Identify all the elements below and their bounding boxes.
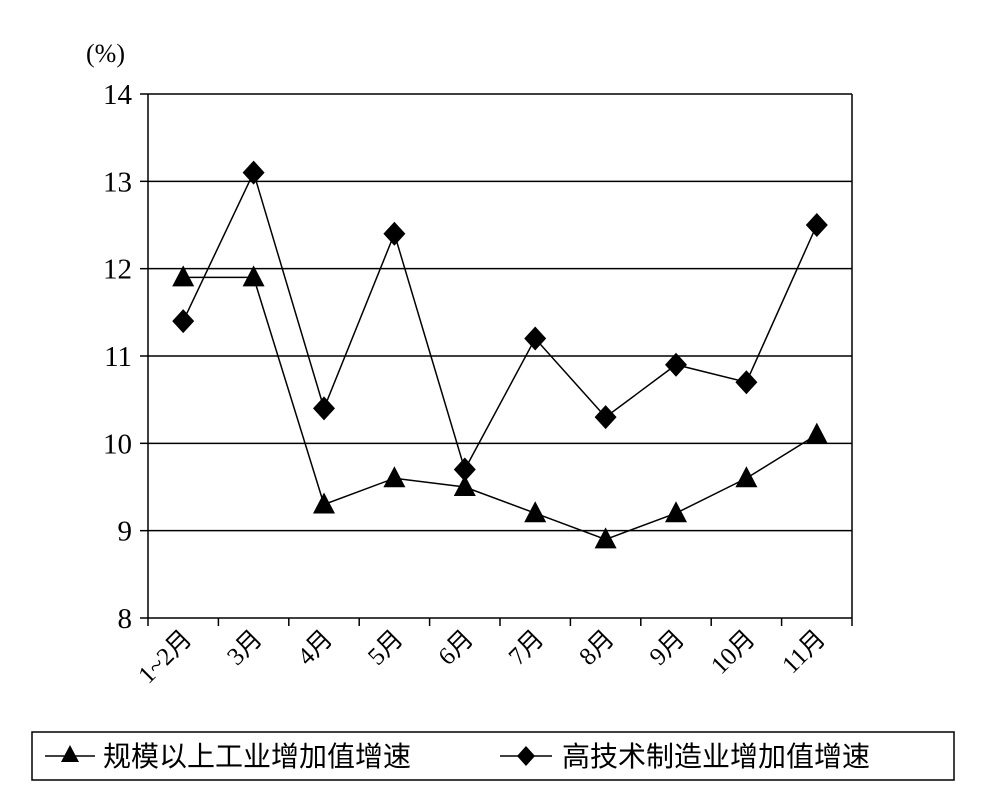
y-tick-label: 10 <box>103 428 132 460</box>
y-tick-label: 13 <box>103 166 132 198</box>
x-tick-label: 8月 <box>574 625 620 671</box>
x-tick-labels: 1~2月 3月 4月 5月 6月 7月 8月 9月 10月 11月 <box>133 625 831 689</box>
data-point-diamond <box>383 221 406 246</box>
data-point-triangle <box>665 501 687 523</box>
y-tick-label: 11 <box>104 341 132 373</box>
data-point-triangle <box>805 422 828 444</box>
series-line-diamond <box>182 170 818 472</box>
y-tick-label: 12 <box>103 254 132 286</box>
data-point-diamond <box>172 309 195 334</box>
legend-label-industrial: 规模以上工业增加值增速 <box>103 740 411 773</box>
x-tick-label: 9月 <box>645 625 691 671</box>
data-point-triangle <box>453 475 476 496</box>
data-point-triangle <box>594 527 617 549</box>
series <box>172 160 828 549</box>
legend-marker-diamond <box>517 746 535 766</box>
data-point-diamond <box>524 326 547 351</box>
y-tick-label: 8 <box>118 603 133 635</box>
data-point-triangle <box>172 265 195 287</box>
x-tick-label: 10月 <box>706 625 760 679</box>
data-point-diamond <box>665 352 687 377</box>
series-line-triangle <box>183 276 818 541</box>
data-point-diamond <box>594 405 617 430</box>
y-tick-labels: 8 9 10 11 12 13 14 <box>103 79 133 635</box>
legend: 规模以上工业增加值增速 高技术制造业增加值增速 <box>31 731 955 781</box>
data-point-diamond <box>313 396 335 421</box>
data-point-diamond <box>242 160 265 185</box>
x-tick-label: 4月 <box>293 625 339 671</box>
y-tick-label: 9 <box>118 516 133 548</box>
x-tick-label: 5月 <box>363 625 409 671</box>
x-tick-label: 7月 <box>504 625 550 671</box>
data-point-triangle <box>383 466 406 488</box>
x-tick-label: 3月 <box>222 625 268 671</box>
data-point-diamond <box>735 370 758 395</box>
x-tick-label: 6月 <box>433 625 479 671</box>
data-point-diamond <box>805 213 828 237</box>
y-tick-label: 14 <box>103 79 133 111</box>
legend-label-hightech: 高技术制造业增加值增速 <box>562 740 870 773</box>
axes <box>140 93 853 626</box>
legend-marker-triangle <box>61 745 79 762</box>
data-point-triangle <box>524 501 547 523</box>
data-point-triangle <box>313 492 335 514</box>
x-tick-label: 11月 <box>777 625 831 679</box>
data-point-diamond <box>453 457 476 482</box>
x-tick-label: 1~2月 <box>133 625 197 689</box>
gridlines <box>148 93 852 532</box>
data-point-triangle <box>242 265 265 287</box>
legend-box <box>31 731 955 781</box>
y-unit-label: (%) <box>86 39 125 68</box>
data-point-triangle <box>735 466 758 488</box>
